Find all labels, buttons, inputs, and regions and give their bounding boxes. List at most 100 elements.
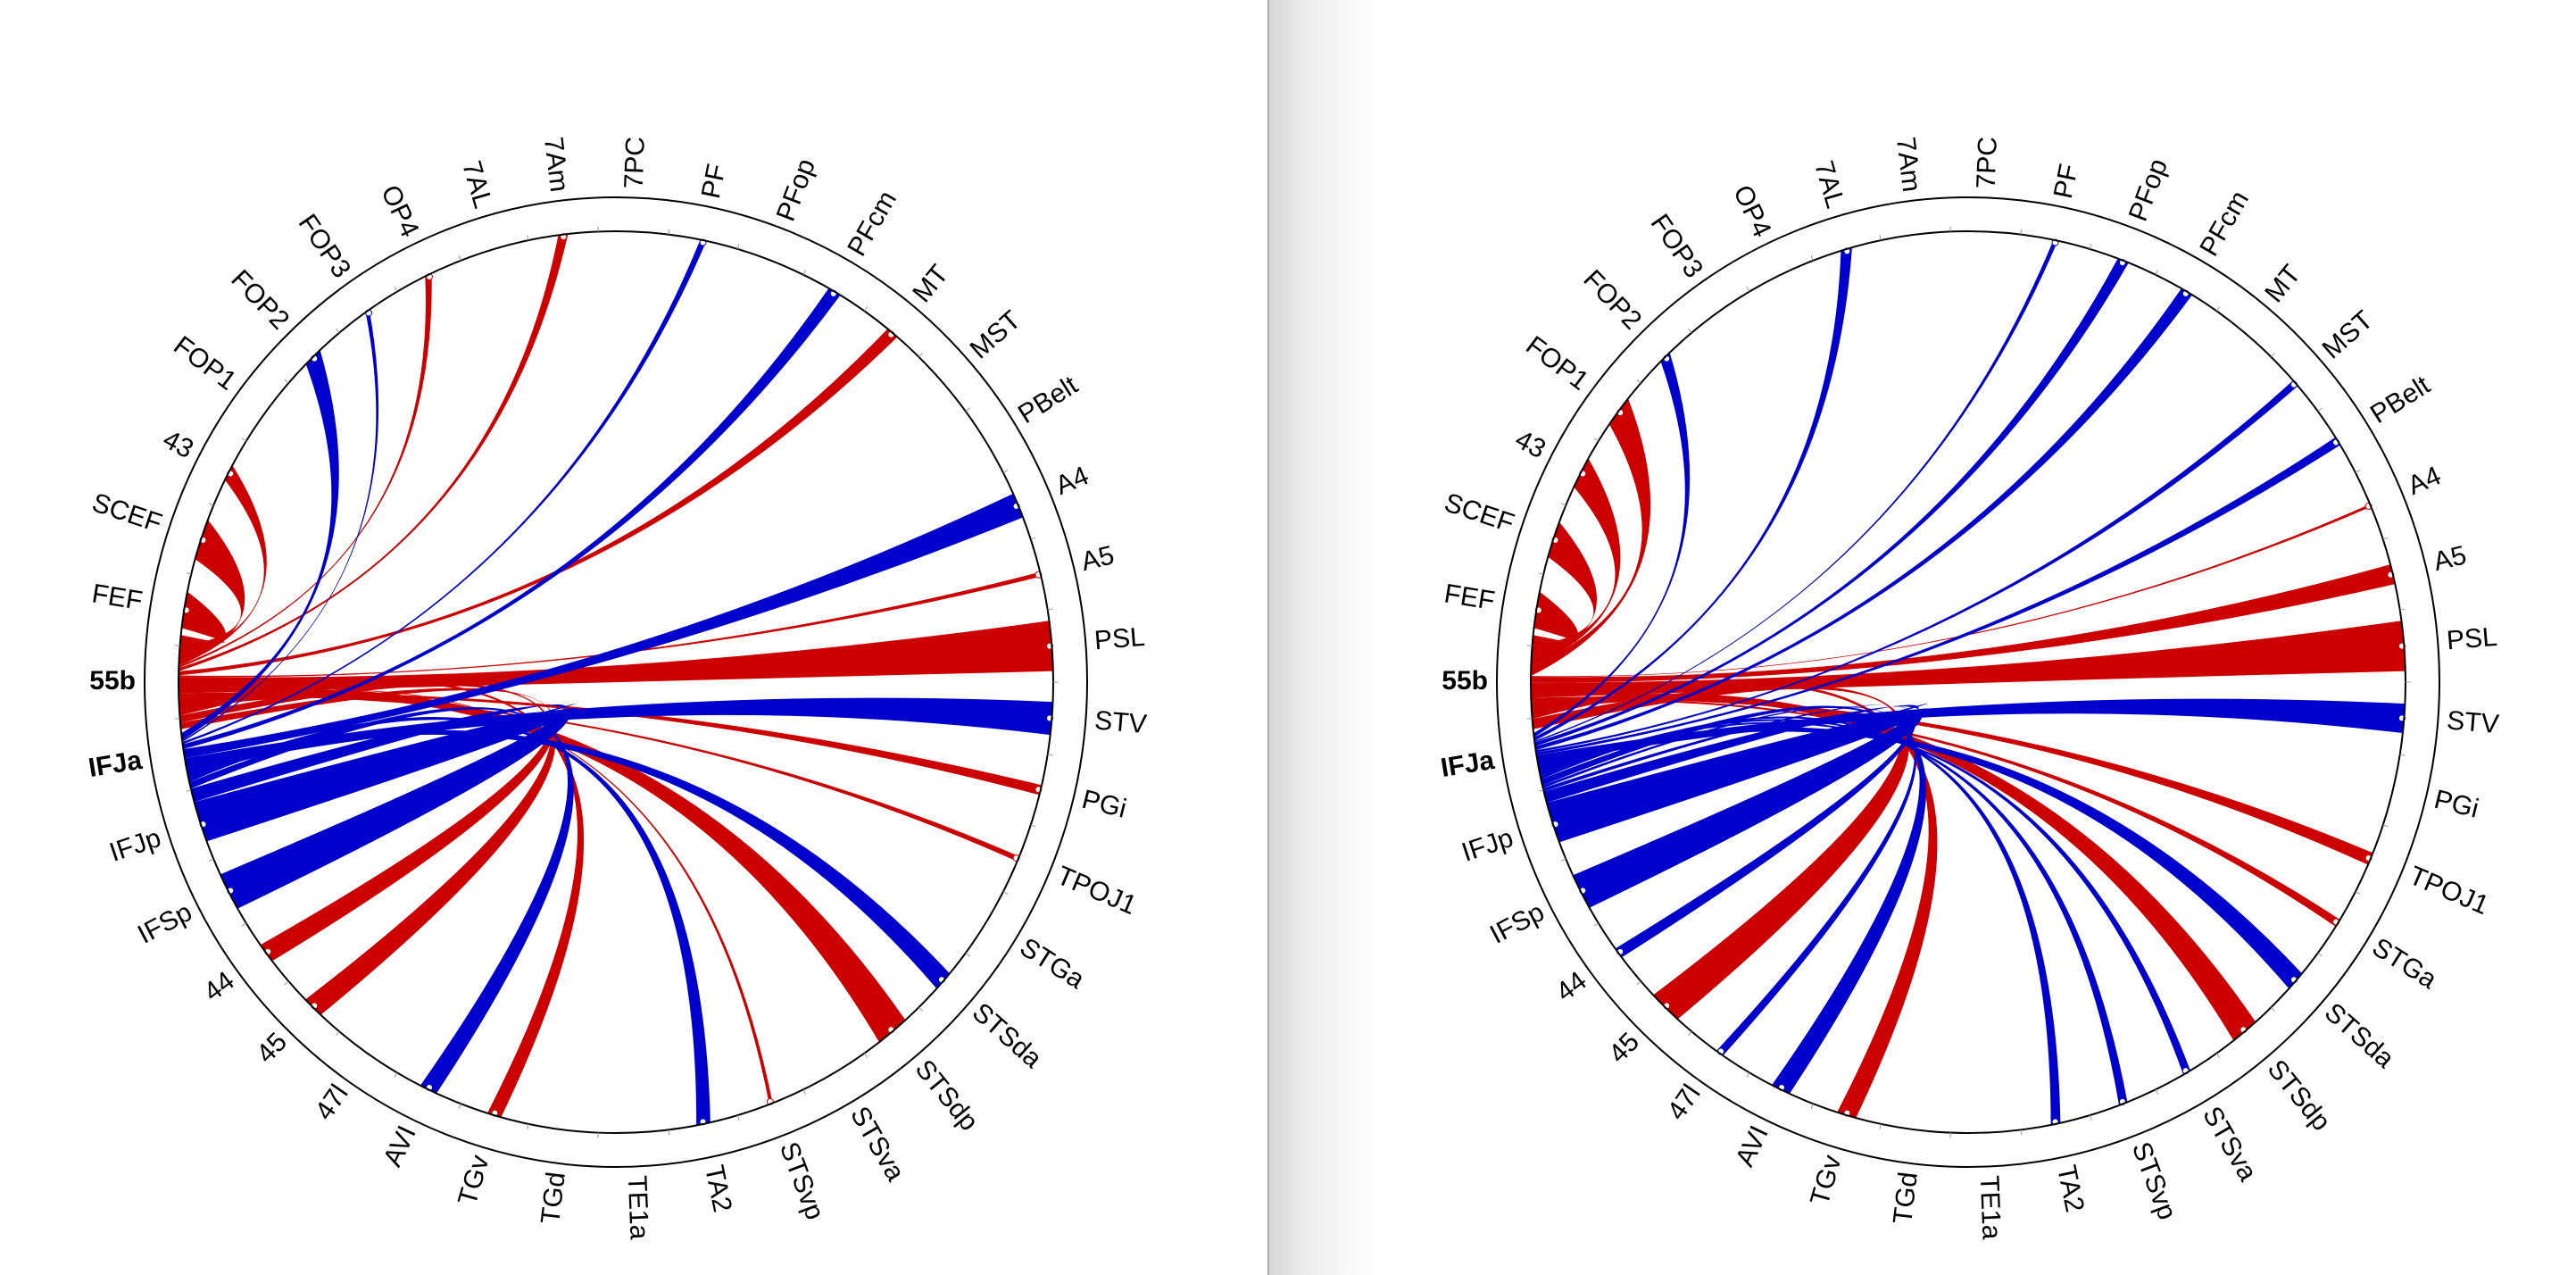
region-label-TGd: TGd [1888,1171,1924,1226]
chord-55b-STSdp[interactable] [1531,693,2256,1041]
region-label-FOP3: FOP3 [293,209,357,283]
region-label-7AL: 7AL [1808,158,1850,212]
region-label-44: 44 [1550,966,1592,1007]
segment-tick [1560,503,1566,506]
region-label-OP4: OP4 [1727,180,1777,241]
region-label-47l: 47l [1662,1079,1707,1126]
region-label-TE1a: TE1a [1974,1175,2007,1240]
chord-IFJa-IFSp[interactable] [1543,704,1923,908]
segment-tick [2399,608,2406,611]
region-label-7PC: 7PC [1972,136,2003,189]
region-label-OP4: OP4 [375,180,425,241]
chord-55b-STGa[interactable] [1531,699,2340,927]
segment-tick [208,858,214,862]
chord-55b-43[interactable] [1531,458,1621,667]
region-label-STSdp: STSdp [910,1054,985,1137]
region-label-55b: 55b [89,666,136,696]
chord-IFJa-TA2[interactable] [187,716,710,1126]
segment-tick [186,789,192,792]
region-label-PFcm: PFcm [2194,186,2255,261]
region-label-IFJa: IFJa [1439,746,1497,783]
outer-ring [144,196,1088,1168]
panel-divider[interactable] [1267,0,1269,1275]
region-label-MST: MST [965,305,1026,365]
region-label-FOP1: FOP1 [1520,330,1593,396]
segment-tick [2020,1129,2023,1136]
chord-55b-TPOJ1[interactable] [1531,696,2373,865]
region-label-PFop: PFop [771,154,821,225]
region-label-PF: PF [2048,162,2084,201]
left-panel: 55b FEF SCEF 43 FOP1 FOP2 FOP3 OP4 7AL 7Am 7PC PF PF… [0,0,1267,1275]
segment-tick [965,952,970,957]
region-label-IFJp: IFJp [1458,823,1517,868]
chord-IFJa-IFSp[interactable] [190,704,570,909]
region-label-STSda: STSda [2319,997,2400,1074]
chord-55b-SCEF[interactable] [179,520,245,661]
chord-IFJa-TA2[interactable] [1540,716,2061,1125]
region-label-STSva: STSva [2197,1102,2263,1187]
right-panel: 55b FEF SCEF 43 FOP1 FOP2 FOP3 OP4 7AL 7Am 7PC PF PF… [1269,0,2576,1275]
chord-IFJa-STV[interactable] [185,697,1053,771]
region-label-7Am: 7Am [1890,136,1926,194]
region-label-IFJa: IFJa [87,746,145,783]
region-label-43: 43 [158,424,198,464]
segment-tick [802,1089,807,1095]
chord-IFJa-FOP2[interactable] [1533,352,1691,738]
chord-55b-STSdp[interactable] [179,688,906,1043]
region-label-PFop: PFop [2123,154,2173,225]
region-label-PBelt: PBelt [1013,370,1084,429]
segment-tick [1636,379,1641,384]
segment-tick [1879,235,1882,241]
region-label-45: 45 [251,1027,293,1069]
chord-55b-FEF[interactable] [1532,591,1579,647]
chord-55b-FEF[interactable] [179,591,227,648]
segment-tick [1687,328,1692,334]
segment-tick [1636,980,1641,986]
chord-55b-SCEF[interactable] [1531,521,1597,657]
segment-tick [918,353,923,358]
segment-tick [335,328,340,334]
region-label-STSvp: STSvp [774,1138,830,1224]
region-label-PFcm: PFcm [842,186,902,261]
region-label-MT: MT [907,260,954,308]
chord-IFJa-IFJp[interactable] [194,703,578,842]
segment-tick [965,407,970,412]
outer-ring [1496,196,2440,1168]
chord-IFJa-IFJp[interactable] [1546,703,1931,843]
segment-tick [1538,572,1544,575]
region-label-FOP2: FOP2 [1577,264,1647,335]
segment-tick [2382,537,2389,540]
segment-tick [1810,254,1814,261]
region-label-7Am: 7Am [538,136,574,194]
region-label-STGa: STGa [1015,932,1090,995]
chord-55b-TPOJ1[interactable] [179,695,1019,862]
segment-tick [2155,270,2159,275]
segment-tick [2089,243,2092,250]
region-label-STSva: STSva [844,1102,910,1187]
chord-IFJa-STV[interactable] [1536,698,2406,765]
segment-tick [284,379,289,384]
segment-tick [241,438,247,442]
region-label-TGv: TGv [1805,1152,1847,1209]
segment-tick [1746,1072,1750,1078]
segment-tick [1030,824,1036,828]
region-label-A5: A5 [1078,540,1118,577]
segment-tick [2215,1053,2221,1058]
region-label-PGi: PGi [1079,785,1129,824]
segment-tick [241,922,247,927]
region-label-A5: A5 [2431,540,2470,577]
chord-IFJa-FOP2[interactable] [181,350,339,741]
segment-tick [2355,891,2361,895]
region-label-PSL: PSL [2446,622,2498,655]
region-label-44: 44 [198,966,240,1007]
chord-55b-45[interactable] [179,682,556,1015]
chord-55b-PSL[interactable] [179,621,1053,694]
region-label-FEF: FEF [90,579,145,616]
region-label-PF: PF [696,162,732,201]
region-label-IFJp: IFJp [106,823,165,868]
region-label-A4: A4 [1051,461,1093,501]
segment-tick [2355,470,2361,473]
segment-tick [1030,537,1036,540]
